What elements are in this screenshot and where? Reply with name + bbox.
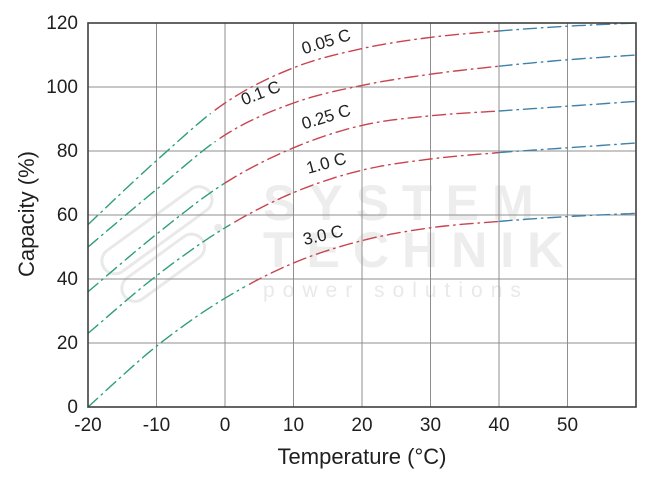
x-tick-label: -10 bbox=[143, 415, 170, 436]
tick-labels: -20 -10 0 10 20 30 40 50 0 20 40 60 80 100 120 bbox=[46, 13, 578, 436]
y-tick-label: 20 bbox=[57, 333, 78, 354]
y-axis-title: Capacity (%) bbox=[14, 151, 39, 277]
y-tick-label: 0 bbox=[67, 397, 78, 418]
plot-border bbox=[87, 22, 637, 408]
gridlines bbox=[87, 22, 636, 408]
curve-3-0-c bbox=[87, 212, 637, 408]
x-tick-label: 10 bbox=[283, 415, 304, 436]
curve-label-1-0-c: 1.0 C bbox=[304, 149, 348, 178]
x-tick-label: 0 bbox=[220, 415, 231, 436]
y-tick-label: 100 bbox=[46, 77, 78, 98]
x-tick-label: 40 bbox=[488, 415, 509, 436]
y-tick-label: 40 bbox=[57, 269, 78, 290]
x-tick-label: 30 bbox=[420, 415, 441, 436]
curve-label-0-25-c: 0.25 C bbox=[299, 101, 352, 134]
y-tick-label: 60 bbox=[57, 205, 78, 226]
y-tick-label: 120 bbox=[46, 13, 78, 34]
curve-label-3-0-c: 3.0 C bbox=[301, 221, 345, 249]
x-tick-label: 50 bbox=[557, 415, 578, 436]
curve-0-05-c bbox=[87, 22, 637, 226]
curve-label-0-05-c: 0.05 C bbox=[299, 25, 352, 58]
x-tick-label: 20 bbox=[351, 415, 372, 436]
x-tick-label: -20 bbox=[74, 415, 101, 436]
y-tick-label: 80 bbox=[57, 141, 78, 162]
x-axis-title: Temperature (°C) bbox=[277, 444, 447, 469]
